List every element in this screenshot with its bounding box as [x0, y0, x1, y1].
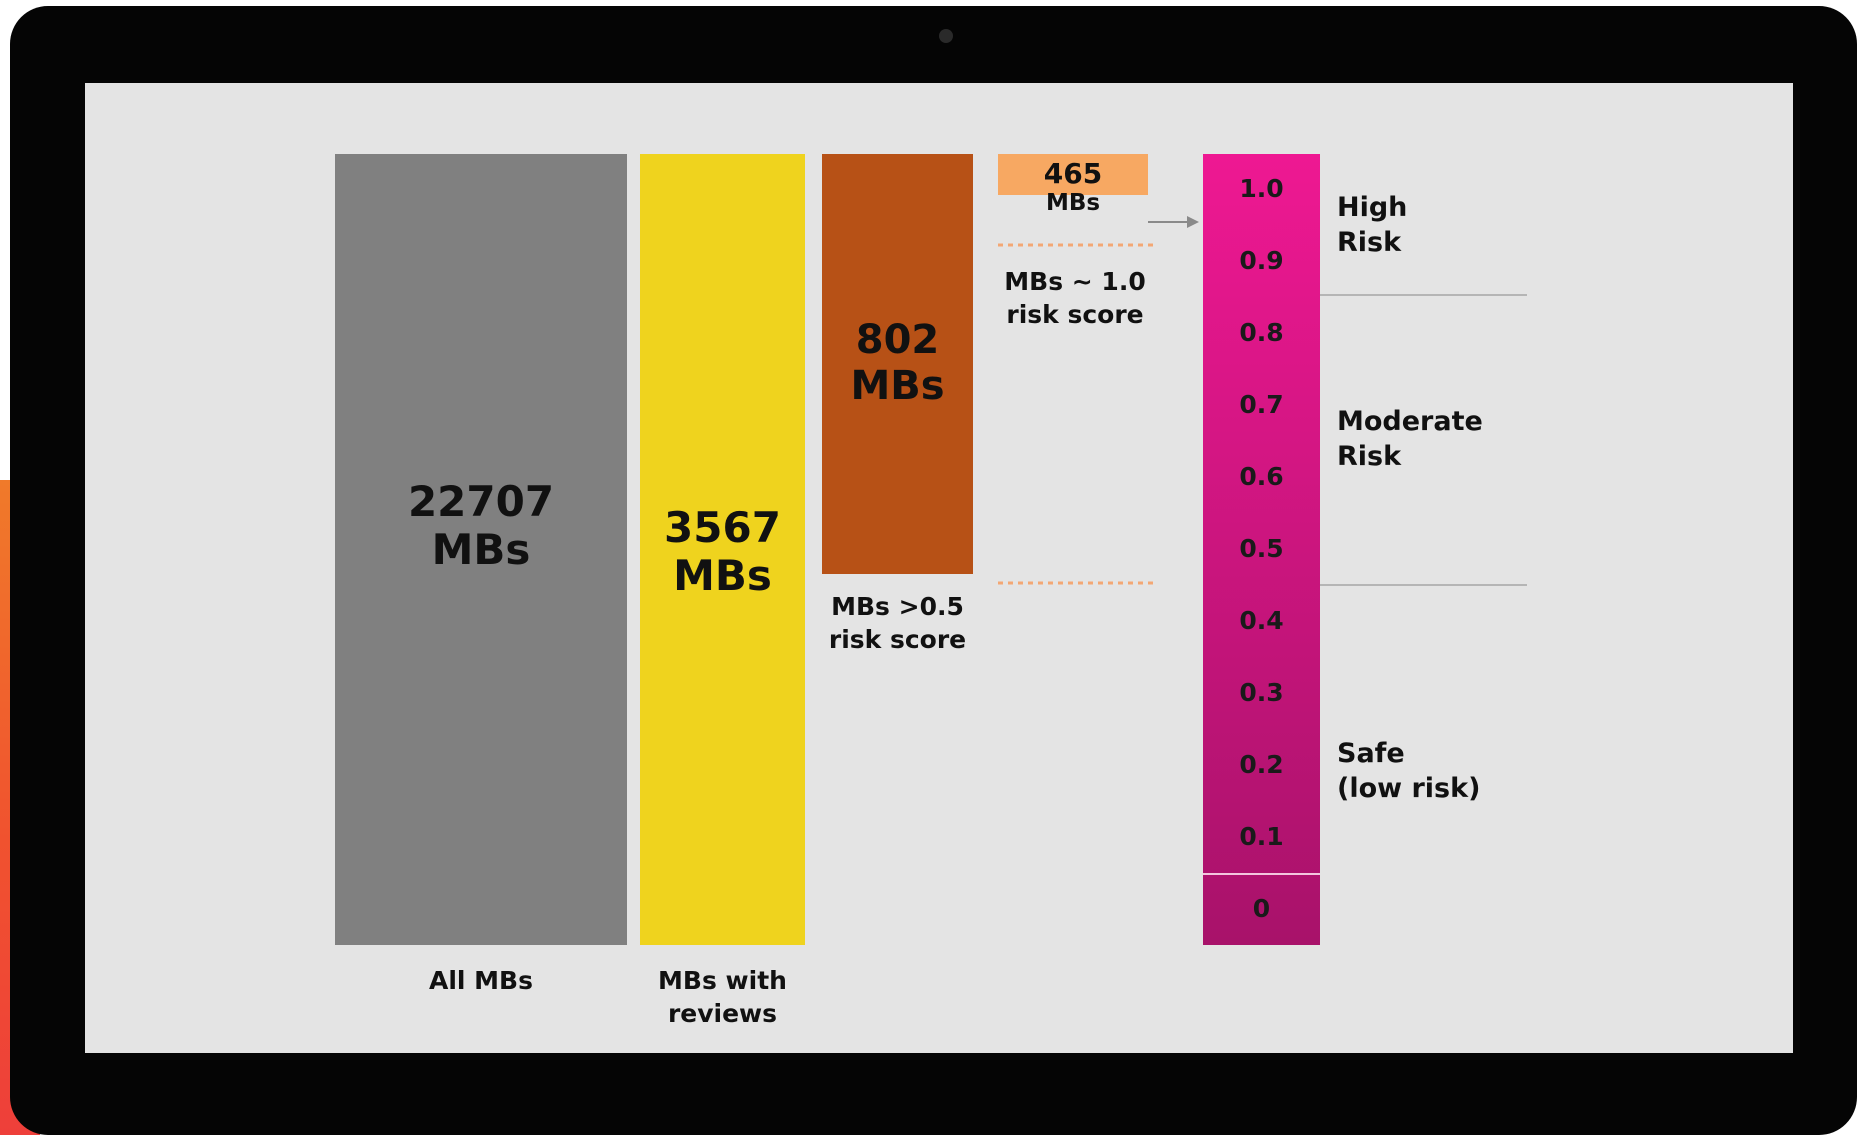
bar-label-all: 22707 MBs: [335, 478, 627, 575]
zone-moderate-line1: Moderate: [1337, 404, 1483, 439]
x-label-near1-line2: risk score: [990, 299, 1160, 332]
bar-value-reviews: 3567: [640, 504, 805, 552]
scale-tick-0: 0: [1203, 894, 1320, 923]
camera-dot: [939, 29, 953, 43]
x-label-reviews: MBs with reviews: [640, 965, 805, 1030]
x-label-over05-line2: risk score: [812, 624, 983, 657]
zone-moderate-line2: Risk: [1337, 439, 1483, 474]
scale-tick-0-7: 0.7: [1203, 390, 1320, 419]
scale-tick-0-3: 0.3: [1203, 678, 1320, 707]
bar-unit-all: MBs: [335, 526, 627, 574]
x-label-over05-line1: MBs >0.5: [812, 591, 983, 624]
bar-value-over05: 802: [822, 317, 973, 363]
x-label-near1-line1: MBs ~ 1.0: [990, 266, 1160, 299]
x-label-over05: MBs >0.5 risk score: [812, 591, 983, 656]
scale-tick-0-9: 0.9: [1203, 246, 1320, 275]
zone-high-line2: Risk: [1337, 225, 1407, 260]
bar-value-all: 22707: [335, 478, 627, 526]
scale-tick-0-8: 0.8: [1203, 318, 1320, 347]
scale-tick-0-1: 0.1: [1203, 822, 1320, 851]
x-label-near1: MBs ~ 1.0 risk score: [990, 266, 1160, 331]
tablet-frame: 22707 MBs 3567 MBs 802 MBs 465 MBs All M…: [10, 6, 1857, 1135]
scale-tick-1-0: 1.0: [1203, 174, 1320, 203]
scale-tick-0-2: 0.2: [1203, 750, 1320, 779]
chart-screen: 22707 MBs 3567 MBs 802 MBs 465 MBs All M…: [85, 83, 1793, 1053]
x-label-all-text: All MBs: [335, 965, 627, 998]
bar-unit-near1: MBs: [998, 190, 1148, 216]
zone-high-risk: High Risk: [1337, 190, 1407, 260]
zone-safe-line1: Safe: [1337, 736, 1480, 771]
bar-label-over05: 802 MBs: [822, 317, 973, 409]
x-label-reviews-line2: reviews: [640, 998, 805, 1031]
bar-label-near1: 465 MBs: [998, 158, 1148, 217]
zone-safe-line2: (low risk): [1337, 771, 1480, 806]
scale-tick-0-4: 0.4: [1203, 606, 1320, 635]
chart-labels: 22707 MBs 3567 MBs 802 MBs 465 MBs All M…: [85, 83, 1793, 1053]
zone-high-line1: High: [1337, 190, 1407, 225]
zone-safe: Safe (low risk): [1337, 736, 1480, 806]
bar-unit-reviews: MBs: [640, 552, 805, 600]
scale-tick-0-5: 0.5: [1203, 534, 1320, 563]
bar-label-reviews: 3567 MBs: [640, 504, 805, 601]
bar-value-near1: 465: [998, 158, 1148, 190]
scale-tick-0-6: 0.6: [1203, 462, 1320, 491]
x-label-all: All MBs: [335, 965, 627, 998]
x-label-reviews-line1: MBs with: [640, 965, 805, 998]
zone-moderate-risk: Moderate Risk: [1337, 404, 1483, 474]
bar-unit-over05: MBs: [822, 363, 973, 409]
